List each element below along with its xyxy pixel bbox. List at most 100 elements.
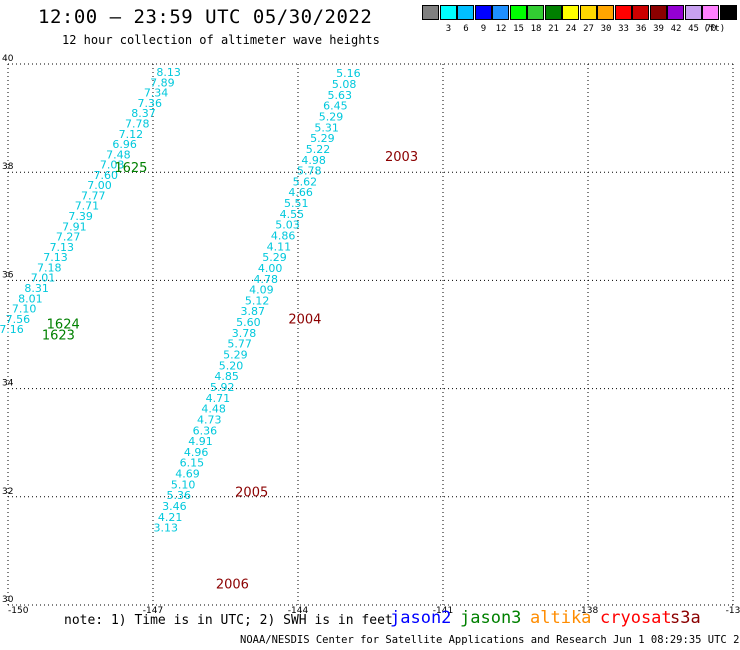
wave-height-value: 7.18 <box>37 261 62 274</box>
wave-height-value: 5.36 <box>167 489 192 502</box>
wave-height-value: 3.13 <box>153 522 178 535</box>
y-tick-label: 32 <box>2 487 13 497</box>
color-swatch <box>509 5 527 20</box>
wave-height-value: 5.22 <box>306 143 331 156</box>
pass-time-label: 2004 <box>288 312 321 327</box>
footer-note: note: 1) Time is in UTC; 2) SWH is in fe… <box>64 613 393 628</box>
wave-height-value: 4.96 <box>184 446 209 459</box>
wave-height-value: 5.77 <box>227 338 252 351</box>
wave-height-value: 4.00 <box>258 262 283 275</box>
color-scale-label: 21 <box>548 24 559 34</box>
pass-time-label: 1624 <box>47 318 80 333</box>
pass-time-label: 2005 <box>235 485 268 500</box>
color-swatch <box>527 5 544 20</box>
wave-height-value: 4.71 <box>206 392 231 405</box>
y-tick-label: 38 <box>2 162 14 172</box>
wave-height-value: 7.12 <box>119 128 144 141</box>
wave-height-value: 5.60 <box>236 316 261 329</box>
wave-height-value: 5.63 <box>327 89 352 102</box>
wave-height-value: 5.10 <box>171 478 196 491</box>
satellite-legend-item: jason2 <box>390 608 452 628</box>
color-swatch <box>492 5 509 20</box>
wave-height-value: 6.45 <box>323 100 348 113</box>
wave-height-value: 7.00 <box>87 179 112 192</box>
color-scale-label: 6 <box>463 24 469 34</box>
color-scale-label: 36 <box>635 24 647 34</box>
color-scale-label: 30 <box>600 24 612 34</box>
y-tick-label: 40 <box>2 54 14 64</box>
wave-height-value: 7.48 <box>106 148 131 161</box>
wave-height-value: 4.69 <box>175 468 200 481</box>
wave-height-value: 5.29 <box>310 132 335 145</box>
wave-height-value: 6.96 <box>112 138 136 151</box>
y-tick-label: 30 <box>2 595 14 605</box>
wave-height-value: 4.85 <box>214 370 239 383</box>
wave-height-value: 8.01 <box>18 292 43 305</box>
color-swatch <box>684 5 702 20</box>
color-scale-label: 70 <box>705 24 717 34</box>
wave-height-value: 5.12 <box>245 294 269 307</box>
wave-height-value: 7.36 <box>138 97 163 110</box>
color-swatch <box>579 5 597 20</box>
wave-height-value: 7.78 <box>125 118 150 131</box>
wave-height-value: 7.13 <box>43 251 68 264</box>
color-swatch <box>614 5 632 20</box>
x-tick-label: -144 <box>288 606 309 616</box>
color-swatch <box>457 5 474 20</box>
pass-time-label: 2003 <box>385 150 418 165</box>
color-swatch <box>719 5 737 20</box>
wave-height-value: 5.29 <box>319 110 344 123</box>
x-tick-label: -150 <box>8 606 29 616</box>
color-scale-label: 12 <box>495 24 507 34</box>
wave-height-value: 5.51 <box>284 197 309 210</box>
wave-height-value: 7.91 <box>62 220 86 233</box>
color-swatch <box>632 5 649 20</box>
wave-height-value: 7.77 <box>81 189 106 202</box>
wave-height-value: 4.09 <box>249 284 274 297</box>
wave-height-value: 7.16 <box>0 323 24 336</box>
satellite-legend-item: altika <box>530 608 592 628</box>
wave-height-value: 5.78 <box>297 165 322 178</box>
wave-height-value: 5.03 <box>275 219 300 232</box>
color-swatch <box>649 5 667 20</box>
color-swatch <box>544 5 562 20</box>
wave-height-value: 7.27 <box>56 231 81 244</box>
wave-height-value: 7.13 <box>50 241 75 254</box>
wave-height-value: 4.86 <box>271 229 296 242</box>
pass-time-label: 1623 <box>42 329 75 344</box>
wave-height-value: 5.08 <box>332 78 357 91</box>
color-scale-label: 42 <box>670 24 682 34</box>
wave-height-value: 4.66 <box>288 186 313 199</box>
wave-height-value: 5.62 <box>293 175 318 188</box>
wave-height-value: 5.16 <box>336 67 361 80</box>
color-scale-label: 27 <box>583 24 594 34</box>
y-tick-label: 36 <box>2 270 14 280</box>
x-tick-label: -141 <box>433 606 453 616</box>
color-scale-label: 33 <box>618 24 629 34</box>
wave-height-value: 3.78 <box>232 327 256 340</box>
wave-height-value: 6.15 <box>180 457 205 470</box>
color-scale-unit: (ft) <box>703 24 726 34</box>
wave-height-value: 7.60 <box>94 169 119 182</box>
x-tick-label: -138 <box>578 606 599 616</box>
wave-height-value: 4.91 <box>188 435 213 448</box>
page-title: 12:00 – 23:59 UTC 05/30/2022 <box>38 6 373 28</box>
wave-height-value: 8.13 <box>156 66 181 79</box>
wave-height-value: 3.46 <box>162 500 187 513</box>
wave-height-value: 4.48 <box>201 403 226 416</box>
wave-height-value: 4.73 <box>197 413 222 426</box>
wave-height-value: 4.78 <box>254 273 278 286</box>
wave-height-value: 8.31 <box>24 282 49 295</box>
wave-height-value: 7.03 <box>100 159 125 172</box>
color-scale-label: 15 <box>513 24 524 34</box>
color-swatch <box>439 5 457 20</box>
color-swatch <box>562 5 579 20</box>
wave-height-value: 5.29 <box>223 349 248 362</box>
color-swatch <box>597 5 614 20</box>
page-subtitle: 12 hour collection of altimeter wave hei… <box>62 33 380 47</box>
satellite-legend-item: s3a <box>670 608 701 628</box>
color-swatch <box>474 5 492 20</box>
wave-height-value: 4.98 <box>301 154 326 167</box>
color-scale-label: 9 <box>480 24 487 34</box>
